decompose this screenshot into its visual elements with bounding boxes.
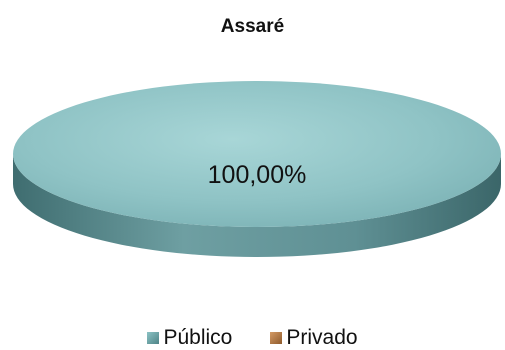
legend-item-publico: Público — [147, 326, 232, 350]
legend: Público Privado — [0, 326, 505, 350]
slice-side-publico — [13, 154, 501, 257]
slice-publico — [13, 81, 501, 227]
legend-label-privado: Privado — [286, 326, 358, 349]
pie-chart: 100,00% — [13, 81, 501, 257]
legend-label-publico: Público — [163, 326, 233, 349]
chart-title: Assaré — [220, 16, 285, 37]
legend-swatch-privado — [270, 332, 283, 344]
slice-label-publico: 100,00% — [208, 161, 307, 189]
legend-swatch-publico — [147, 332, 160, 344]
legend-item-privado: Privado — [270, 326, 358, 350]
